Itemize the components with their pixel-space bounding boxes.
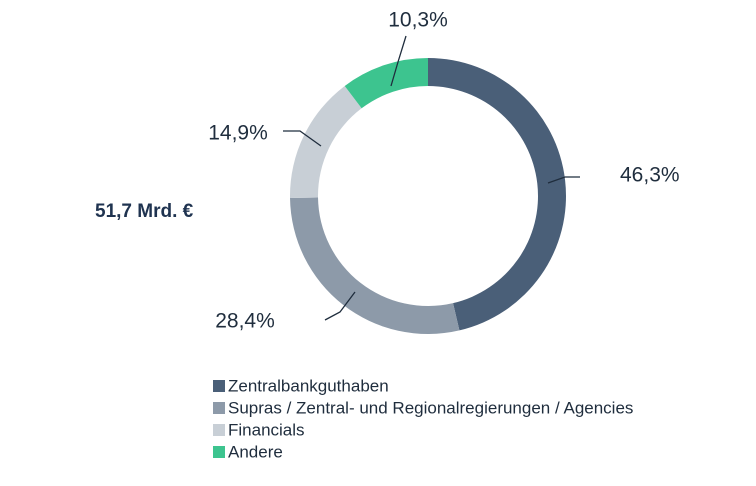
total-label: 51,7 Mrd. € <box>95 201 194 222</box>
value-label: 14,9% <box>208 122 268 145</box>
legend-swatch <box>213 380 225 392</box>
legend-label: Financials <box>228 420 305 439</box>
value-label: 28,4% <box>215 310 275 333</box>
leader-line <box>547 176 580 184</box>
leader-line <box>283 130 322 147</box>
legend-label: Zentralbankguthaben <box>228 376 389 395</box>
legend-swatch <box>213 424 225 436</box>
donut-segment <box>290 85 362 198</box>
legend-label: Supras / Zentral- und Regionalregierunge… <box>228 398 633 417</box>
value-label: 10,3% <box>388 9 448 32</box>
legend-label: Andere <box>228 442 283 461</box>
donut-segment <box>290 197 460 334</box>
legend-swatch <box>213 446 225 458</box>
donut-segment <box>428 58 566 331</box>
legend-swatch <box>213 402 225 414</box>
value-label: 46,3% <box>620 164 680 187</box>
leader-line <box>390 35 407 87</box>
donut-segment <box>344 58 428 109</box>
leader-line <box>324 291 356 321</box>
